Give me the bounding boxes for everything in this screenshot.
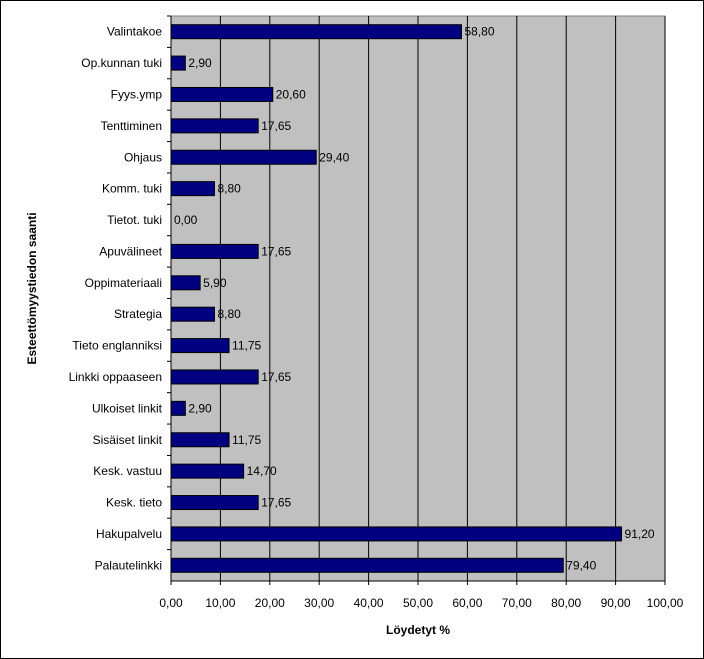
category-label: Hakupalvelu	[96, 527, 162, 541]
grid-lines	[167, 15, 666, 585]
category-label: Palautelinkki	[95, 558, 162, 572]
x-axis-title: Löydetyt %	[386, 623, 450, 637]
category-label: Tieto englanniksi	[72, 339, 162, 353]
data-label: 5,90	[203, 276, 227, 290]
x-tick-label: 90,00	[601, 596, 631, 610]
data-label: 79,40	[566, 558, 596, 572]
data-label: 17,65	[261, 370, 291, 384]
x-tick-label: 70,00	[502, 596, 532, 610]
x-tick-label: 20,00	[255, 596, 285, 610]
category-label: Ulkoiset linkit	[92, 401, 163, 415]
data-label: 11,75	[232, 339, 261, 353]
category-label: Sisäiset linkit	[93, 433, 163, 447]
x-tick-label: 10,00	[205, 596, 235, 610]
category-label: Fyys.ymp	[111, 87, 163, 101]
x-tick-label: 60,00	[452, 596, 482, 610]
bar	[170, 275, 201, 291]
bar	[170, 55, 186, 71]
category-label: Tietot. tuki	[107, 213, 162, 227]
bar	[170, 463, 245, 479]
bar	[170, 526, 623, 542]
category-labels: Valintakoe Op.kunnan tuki Fyys.ymp Tenttimi…	[69, 25, 163, 573]
category-label: Op.kunnan tuki	[81, 56, 162, 70]
bar	[170, 400, 186, 416]
data-label: 11,75	[232, 433, 261, 447]
x-tick-label: 40,00	[354, 596, 384, 610]
data-label: 14,70	[247, 464, 277, 478]
bar	[170, 24, 462, 40]
bar	[170, 149, 317, 165]
category-label: Komm. tuki	[102, 182, 162, 196]
category-label: Ohjaus	[124, 150, 162, 164]
data-label: 0,00	[174, 213, 198, 227]
bar	[170, 306, 215, 322]
data-label: 2,90	[188, 56, 212, 70]
x-tick-labels: 0,00 10,00 20,00 30,00 40,00 50,00 60,00 70,00 8…	[159, 596, 683, 610]
data-label: 8,80	[217, 182, 241, 196]
bar	[170, 495, 259, 511]
category-label: Valintakoe	[107, 25, 162, 39]
bar	[170, 432, 230, 448]
data-label: 17,65	[261, 244, 291, 258]
bar	[170, 243, 259, 259]
category-label: Kesk. vastuu	[93, 464, 162, 478]
x-tick-label: 0,00	[159, 596, 183, 610]
category-label: Linkki oppaaseen	[69, 370, 162, 384]
data-label: 29,40	[319, 150, 349, 164]
x-tick-label: 30,00	[304, 596, 334, 610]
data-label: 17,65	[261, 119, 291, 133]
y-axis-title: Esteettömyystiedon saanti	[25, 212, 39, 364]
data-label: 2,90	[188, 401, 212, 415]
category-label: Oppimateriaali	[85, 276, 162, 290]
bar	[170, 181, 215, 197]
data-label: 20,60	[276, 87, 306, 101]
bar	[170, 118, 259, 134]
value-labels: 58,80 2,90 20,60 17,65 29,40 8,80 0,00 17,65 5,9…	[174, 25, 655, 573]
data-label: 58,80	[464, 25, 494, 39]
x-tick-label: 50,00	[403, 596, 433, 610]
x-tick-label: 100,00	[647, 596, 684, 610]
data-label: 8,80	[217, 307, 241, 321]
data-label: 91,20	[625, 527, 655, 541]
data-label: 17,65	[261, 496, 291, 510]
category-label: Strategia	[114, 307, 162, 321]
category-label: Tenttiminen	[101, 119, 162, 133]
x-tick-label: 80,00	[551, 596, 581, 610]
category-label: Apuvälineet	[99, 244, 162, 258]
bar	[170, 86, 274, 102]
bars	[170, 24, 623, 573]
category-label: Kesk. tieto	[106, 496, 162, 510]
bar	[170, 369, 259, 385]
bar	[170, 557, 564, 573]
bar	[170, 338, 230, 354]
